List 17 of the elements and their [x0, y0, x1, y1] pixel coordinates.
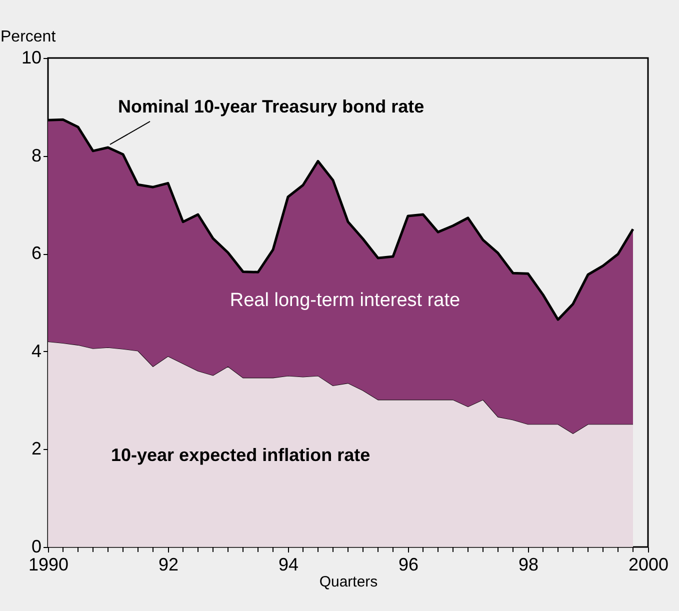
y-tick-label: 0 [31, 536, 42, 556]
y-axis-title: Percent [0, 28, 56, 46]
x-tick-label: 96 [398, 554, 419, 574]
annotation: Nominal 10-year Treasury bond rate [118, 96, 424, 116]
series-label: Real long-term interest rate [230, 290, 460, 311]
y-tick-label: 2 [31, 438, 42, 459]
y-tick-label: 10 [21, 48, 42, 68]
y-tick-label: 4 [31, 340, 42, 361]
x-tick-label: 98 [518, 554, 539, 574]
x-tick-label: 94 [278, 554, 299, 574]
y-tick-label: 8 [31, 145, 42, 166]
x-tick-label: 2000 [628, 554, 669, 574]
x-axis-title: Quarters [319, 574, 378, 590]
y-tick-label: 6 [31, 243, 42, 264]
series-label: 10-year expected inflation rate [111, 445, 370, 465]
x-tick-label: 1990 [28, 554, 69, 574]
x-tick-label: 92 [158, 554, 179, 574]
